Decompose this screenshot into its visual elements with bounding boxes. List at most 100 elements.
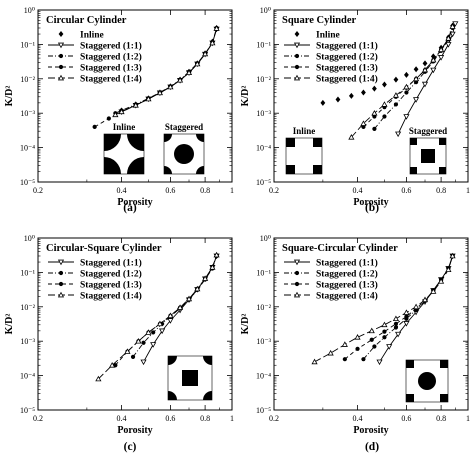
data-point-4-7 <box>185 69 193 76</box>
legend-marker <box>293 42 301 49</box>
y-tick-label: 10⁻⁴ <box>20 144 35 153</box>
y-tick-label: 10⁻¹ <box>256 40 271 49</box>
y-tick-label: 10⁰ <box>260 234 271 243</box>
legend-entry: Staggered (1:1) <box>48 258 142 269</box>
x-axis-label: Porosity <box>117 425 152 436</box>
data-point-1-8 <box>452 21 459 27</box>
data-point-4-9 <box>202 50 209 57</box>
geometry-inset <box>405 359 449 403</box>
x-tick-label: 0.6 <box>165 414 175 423</box>
data-point-0-2 <box>159 328 166 335</box>
legend-marker <box>57 74 65 81</box>
y-tick-label: 10⁻¹ <box>256 268 271 277</box>
legend-marker <box>293 259 301 266</box>
data-point-0-8 <box>413 66 419 73</box>
legend-marker <box>293 74 301 81</box>
data-point-4-2 <box>132 102 139 108</box>
legend-label: Staggered (1:2) <box>80 52 142 63</box>
legend-entry: Staggered (1:2) <box>48 269 142 280</box>
legend-marker <box>57 259 65 266</box>
series-line-4 <box>115 28 218 116</box>
legend-entry: Inline <box>294 31 340 41</box>
legend-marker <box>58 281 64 287</box>
inset-corner-circle-1 <box>196 134 204 142</box>
inset-corner-square-3 <box>440 394 448 402</box>
y-tick-label: 10⁻³ <box>20 109 35 118</box>
legend-entry: Inline <box>58 31 104 41</box>
legend-entry: Staggered (1:4) <box>48 74 142 85</box>
geometry-inset <box>167 355 213 401</box>
data-point-1-4 <box>430 67 437 74</box>
data-point-3-0 <box>92 124 97 129</box>
inset-corner-square-3 <box>439 167 446 174</box>
data-point-0-7 <box>404 71 409 78</box>
geometry-inset: Inline Staggered <box>285 126 447 175</box>
inset-corner-circle-1 <box>203 356 212 365</box>
y-axis-label: K/D² <box>4 314 15 335</box>
legend-marker <box>58 270 64 276</box>
data-point-4-3 <box>381 101 388 107</box>
legend-label: Staggered (1:4) <box>80 291 142 302</box>
data-point-3-6 <box>392 315 400 322</box>
inset-corner-circle-2 <box>168 391 177 400</box>
inset-quarter-circle-0 <box>104 134 121 151</box>
inset-corner-square-2 <box>406 394 414 402</box>
panel-label: (a) <box>123 202 137 214</box>
data-point-0-5 <box>382 81 387 88</box>
x-tick-label: 0.6 <box>401 414 411 423</box>
data-point-0-2 <box>395 331 402 338</box>
data-point-3-10 <box>202 275 209 281</box>
data-point-1-0 <box>361 357 366 362</box>
legend-label: Staggered (1:2) <box>316 52 378 63</box>
legend-entry: Staggered (1:3) <box>284 280 378 291</box>
data-point-3-10 <box>430 288 437 294</box>
y-tick-label: 10⁻⁴ <box>256 144 271 153</box>
inset-center-circle <box>418 372 436 390</box>
inset-corner-circle-3 <box>203 391 212 400</box>
plot-frame <box>273 9 469 183</box>
data-point-2-3 <box>404 90 409 95</box>
y-tick-label: 10⁻⁵ <box>20 406 35 415</box>
data-point-4-4 <box>392 92 400 98</box>
data-point-3-5 <box>156 320 164 327</box>
legend-marker <box>294 31 300 37</box>
data-point-4-6 <box>176 76 184 83</box>
data-point-4-1 <box>360 120 367 126</box>
inset-quarter-circle-1 <box>127 134 144 151</box>
legend-entry: Staggered (1:3) <box>48 280 142 291</box>
inset-square-2 <box>286 165 295 174</box>
data-point-3-1 <box>109 362 116 368</box>
legend-entry: Staggered (1:2) <box>48 52 142 63</box>
data-point-0-9 <box>422 60 428 67</box>
data-point-1-1 <box>403 114 410 120</box>
y-tick-label: 10⁻¹ <box>20 40 35 49</box>
legend-label: Inline <box>316 31 340 41</box>
y-axis-label: K/D² <box>240 86 251 107</box>
y-tick-label: 10⁰ <box>24 234 35 243</box>
data-point-3-3 <box>135 337 142 344</box>
data-point-1-1 <box>141 340 146 345</box>
x-tick-label: 0.2 <box>269 186 279 195</box>
data-point-0-1 <box>150 342 157 348</box>
inset-center-circle <box>174 144 194 164</box>
inset-corner-square-2 <box>410 167 417 174</box>
y-tick-label: 10⁻⁵ <box>256 406 271 415</box>
inset-corner-circles <box>168 356 212 400</box>
inset-square-3 <box>313 165 322 174</box>
legend-label: Staggered (1:4) <box>316 291 378 302</box>
y-tick-label: 10⁻⁵ <box>256 178 271 187</box>
data-point-3-4 <box>368 327 375 334</box>
legend-label: Staggered (1:3) <box>80 63 142 74</box>
y-tick-label: 10⁰ <box>260 6 271 15</box>
series-group <box>92 24 220 129</box>
data-point-3-5 <box>381 321 388 328</box>
y-tick-label: 10⁻¹ <box>20 268 35 277</box>
legend: Staggered (1:1)Staggered (1:2)Staggered … <box>284 258 378 302</box>
x-tick-label: 1 <box>230 186 234 195</box>
chart-b: 10⁻⁵ 10⁻⁴ 10⁻³ 10⁻² 10⁻¹ 10⁰ 0.2 0.4 0.6 0.8 1 Poro… <box>240 6 470 214</box>
y-tick-label: 10⁻⁴ <box>20 372 35 381</box>
series-line-2 <box>344 255 454 360</box>
legend-marker <box>293 291 301 298</box>
inset-label-staggered: Staggered <box>165 122 203 132</box>
